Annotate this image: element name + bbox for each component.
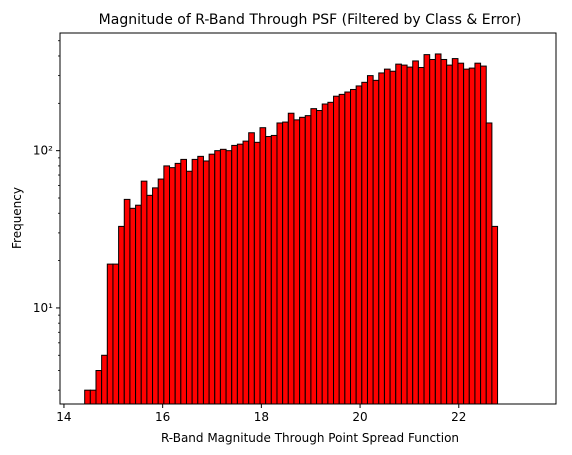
y-axis-ticks: 10¹ 10²	[33, 40, 60, 391]
histogram-bar	[406, 66, 414, 405]
histogram-bar	[451, 58, 459, 405]
histogram-bar	[304, 115, 312, 405]
histogram-bar	[185, 170, 193, 405]
histogram-bar	[248, 132, 255, 405]
histogram-bar	[95, 370, 103, 405]
histogram-bar	[468, 67, 476, 405]
histogram-bar	[191, 158, 199, 405]
x-tick-label: 16	[155, 410, 170, 424]
histogram-bar	[412, 60, 419, 405]
chart-title: Magnitude of R-Band Through PSF (Filtere…	[99, 12, 522, 28]
histogram-bar	[152, 187, 159, 405]
histogram-bar	[163, 165, 171, 405]
histogram-bar	[174, 162, 182, 405]
histogram-bar	[129, 207, 137, 405]
histogram-bar	[316, 110, 323, 405]
histogram-bar	[389, 70, 397, 405]
histogram-bar	[423, 54, 431, 405]
histogram-bar	[180, 158, 187, 405]
histogram-bar	[106, 263, 114, 405]
histogram-bar	[395, 63, 402, 405]
histogram-bar	[293, 119, 301, 405]
x-tick-label: 20	[352, 410, 367, 424]
histogram-bar	[140, 180, 148, 405]
x-tick-label: 14	[56, 410, 71, 424]
histogram-bar	[417, 66, 425, 405]
x-tick-label: 18	[254, 410, 269, 424]
histogram-bar	[446, 64, 453, 405]
histogram-bar	[202, 160, 210, 405]
histogram-bar	[259, 127, 267, 405]
histogram-bar	[282, 121, 289, 405]
histogram-bar	[231, 144, 238, 405]
x-axis-ticks: 14 16 18 20 22	[56, 404, 466, 424]
histogram-bar	[434, 53, 442, 405]
histogram-bar	[440, 58, 448, 405]
histogram-bar	[485, 122, 493, 405]
histogram-bar	[84, 389, 91, 405]
histogram-bar	[135, 204, 142, 405]
histogram-bar	[123, 198, 131, 405]
x-axis-label: R-Band Magnitude Through Point Spread Fu…	[161, 431, 459, 445]
histogram-bar	[491, 225, 499, 405]
histogram-bar	[265, 136, 272, 405]
histogram-bar	[355, 85, 363, 405]
histogram-bar	[429, 58, 436, 405]
histogram-bar	[372, 79, 380, 405]
histogram-bar	[333, 95, 340, 405]
histogram-bar	[112, 263, 120, 405]
histogram-bar	[242, 140, 250, 405]
histogram-bar	[89, 389, 97, 405]
histogram-bar	[361, 81, 368, 405]
histogram-bar	[338, 93, 346, 405]
histogram-bar	[383, 68, 391, 405]
histogram-bar	[169, 167, 176, 405]
histogram-bars	[84, 53, 499, 405]
histogram-bar	[101, 354, 108, 405]
x-tick-label: 22	[451, 410, 466, 424]
histogram-bar	[366, 75, 374, 405]
histogram-bar	[287, 112, 295, 405]
histogram-bar	[236, 143, 244, 405]
histogram-bar	[276, 122, 284, 405]
histogram-bar	[321, 103, 329, 405]
histogram-bar	[344, 91, 352, 405]
y-tick-label: 10¹	[33, 301, 53, 315]
histogram-bar	[299, 116, 306, 405]
plot-frame	[59, 32, 557, 405]
histogram-bar	[474, 62, 482, 405]
y-tick-label: 10²	[33, 144, 53, 158]
histogram-bar	[457, 62, 465, 405]
histogram-bar	[378, 72, 385, 405]
histogram-bar	[310, 108, 318, 405]
histogram-bar	[327, 101, 335, 405]
histogram-bar	[400, 64, 408, 405]
histogram-bar	[219, 148, 227, 405]
histogram-bar	[253, 141, 261, 405]
histogram-bar	[157, 178, 165, 405]
histogram-bar	[146, 194, 154, 405]
y-axis-label: Frequency	[10, 187, 24, 249]
histogram-bar	[350, 88, 357, 405]
histogram-bar	[225, 150, 233, 405]
histogram-bar	[480, 65, 487, 405]
histogram-bar	[197, 155, 204, 405]
histogram-bar	[463, 68, 470, 405]
histogram-bar	[270, 134, 278, 405]
histogram-bar	[214, 150, 221, 405]
histogram-bar	[208, 153, 216, 405]
histogram-bar	[118, 225, 125, 405]
